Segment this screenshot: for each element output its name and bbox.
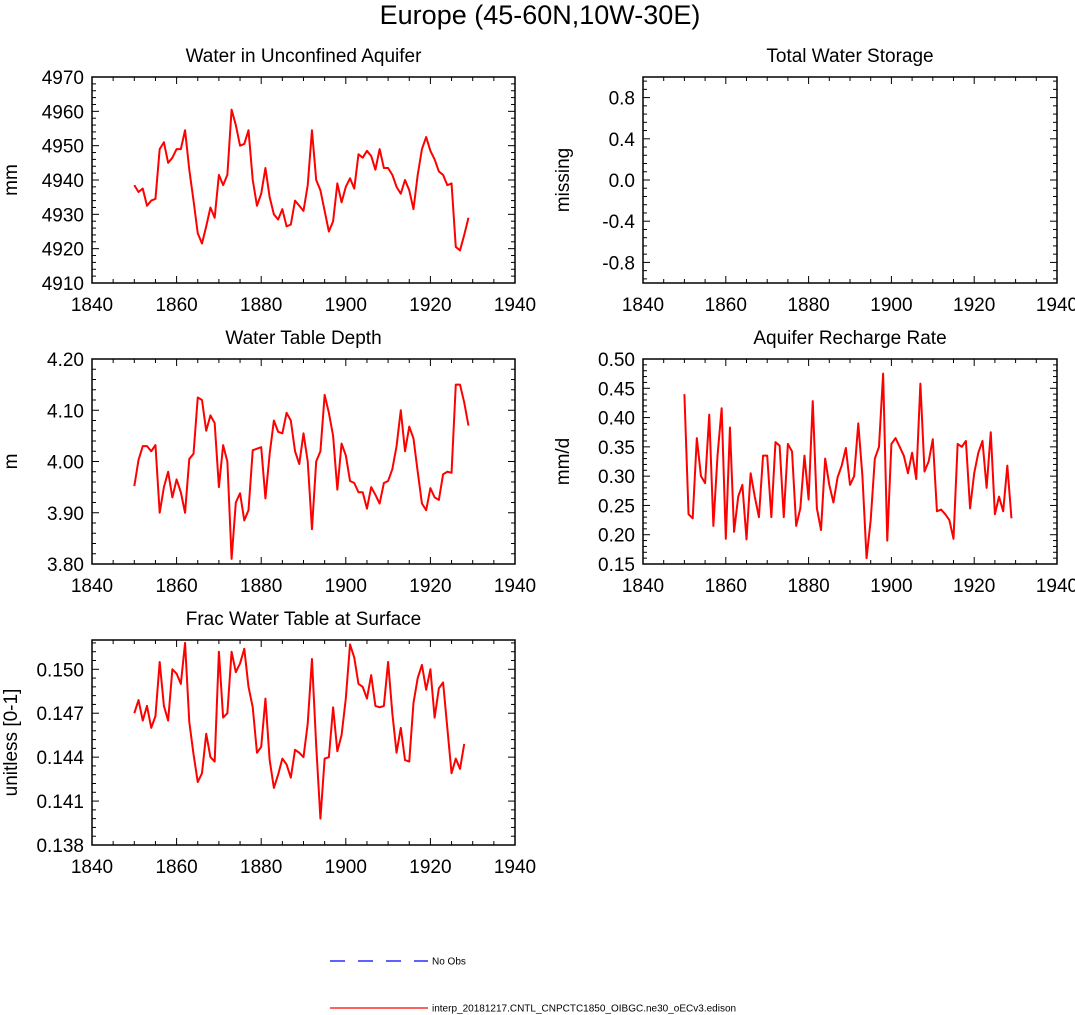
legend-entry-no-obs: No Obs bbox=[330, 957, 466, 968]
x-tick-label: 1940 bbox=[494, 857, 536, 878]
y-tick-label: 4930 bbox=[42, 205, 84, 226]
legend-entry-model: interp_20181217.CNTL_CNPCTC1850_OIBGC.ne… bbox=[330, 1004, 736, 1015]
x-tick-label: 1860 bbox=[155, 857, 197, 878]
x-tick-label: 1880 bbox=[240, 857, 282, 878]
panel-5-series-line bbox=[133, 641, 466, 820]
y-tick-label: 3.90 bbox=[47, 504, 84, 525]
y-tick-label: 4910 bbox=[42, 274, 84, 295]
x-tick-label: 1900 bbox=[870, 295, 912, 316]
y-tick-label: 4.20 bbox=[47, 350, 84, 371]
panel-3-title: Water Table Depth bbox=[225, 328, 381, 349]
panel-4-title: Aquifer Recharge Rate bbox=[753, 328, 946, 349]
legend: No Obs interp_20181217.CNTL_CNPCTC1850_O… bbox=[330, 957, 736, 1015]
y-tick-label: 0.30 bbox=[598, 467, 635, 488]
panel-1-title: Water in Unconfined Aquifer bbox=[186, 46, 423, 67]
y-tick-label: 3.80 bbox=[47, 555, 84, 576]
y-tick-label: 0.4 bbox=[609, 130, 636, 151]
y-tick-label: 0.25 bbox=[598, 496, 635, 517]
x-tick-label: 1900 bbox=[325, 576, 367, 597]
x-tick-label: 1900 bbox=[325, 857, 367, 878]
y-tick-label: 4940 bbox=[42, 171, 84, 192]
panel-1-frame bbox=[91, 76, 516, 284]
x-tick-label: 1920 bbox=[953, 576, 995, 597]
y-tick-label: 0.40 bbox=[598, 409, 635, 430]
y-tick-label: 0.35 bbox=[598, 438, 635, 459]
panel-1: Water in Unconfined Aquifer 1840 1860 1880 1… bbox=[1, 46, 536, 316]
y-tick-label: 0.138 bbox=[36, 836, 84, 857]
y-tick-label: -0.8 bbox=[602, 253, 635, 274]
y-tick-label: 0.0 bbox=[609, 171, 635, 192]
x-tick-label: 1940 bbox=[1036, 576, 1075, 597]
x-tick-label: 1920 bbox=[953, 295, 995, 316]
y-tick-label: 0.144 bbox=[36, 748, 84, 769]
x-tick-label: 1880 bbox=[787, 295, 829, 316]
panel-1-series-line bbox=[133, 108, 470, 252]
y-tick-label: 0.15 bbox=[598, 555, 635, 576]
y-tick-label: 0.8 bbox=[609, 89, 635, 110]
y-tick-label: 4970 bbox=[42, 68, 84, 89]
x-tick-label: 1840 bbox=[71, 576, 113, 597]
x-tick-label: 1940 bbox=[494, 576, 536, 597]
panel-2-title: Total Water Storage bbox=[766, 46, 933, 67]
x-tick-label: 1840 bbox=[622, 295, 664, 316]
panels: Water in Unconfined Aquifer 1840 1860 1880 1… bbox=[1, 46, 1075, 878]
x-tick-label: 1860 bbox=[705, 295, 747, 316]
x-tick-label: 1880 bbox=[787, 576, 829, 597]
x-tick-label: 1900 bbox=[870, 576, 912, 597]
panel-3: Water Table Depth 1840 1860 1880 1900 1920 194… bbox=[1, 328, 536, 597]
x-tick-label: 1860 bbox=[155, 576, 197, 597]
x-tick-label: 1940 bbox=[494, 295, 536, 316]
y-tick-label: 4950 bbox=[42, 137, 84, 158]
panel-3-ylabel: m bbox=[1, 454, 22, 470]
x-tick-label: 1840 bbox=[71, 857, 113, 878]
panel-5: Frac Water Table at Surface 1840 1860 1880 1… bbox=[1, 609, 536, 878]
panel-4-series-line bbox=[683, 372, 1013, 560]
legend-label-model: interp_20181217.CNTL_CNPCTC1850_OIBGC.ne… bbox=[432, 1004, 736, 1015]
y-tick-label: 4960 bbox=[42, 102, 84, 123]
panel-5-frame bbox=[91, 639, 516, 846]
panel-2-frame bbox=[642, 76, 1058, 284]
legend-label-no-obs: No Obs bbox=[432, 957, 466, 968]
x-tick-label: 1860 bbox=[705, 576, 747, 597]
panel-2: Total Water Storage 1840 1860 1880 1900 1920 1… bbox=[553, 46, 1075, 316]
panel-4-ylabel: mm/d bbox=[553, 438, 574, 486]
y-tick-label: 0.150 bbox=[36, 660, 84, 681]
x-tick-label: 1920 bbox=[409, 295, 451, 316]
y-tick-label: 4920 bbox=[42, 240, 84, 261]
x-tick-label: 1860 bbox=[155, 295, 197, 316]
panel-3-series-line bbox=[133, 383, 470, 560]
x-tick-label: 1920 bbox=[409, 576, 451, 597]
panel-4-frame bbox=[642, 358, 1058, 565]
y-tick-label: 0.147 bbox=[36, 704, 84, 725]
y-tick-label: 0.20 bbox=[598, 526, 635, 547]
panel-1-ylabel: mm bbox=[1, 164, 22, 196]
panel-5-title: Frac Water Table at Surface bbox=[186, 609, 422, 630]
y-tick-label: 4.00 bbox=[47, 453, 84, 474]
y-tick-label: 0.45 bbox=[598, 379, 635, 400]
panel-5-ylabel: unitless [0-1] bbox=[1, 689, 22, 797]
x-tick-label: 1940 bbox=[1036, 295, 1075, 316]
x-tick-label: 1880 bbox=[240, 576, 282, 597]
x-tick-label: 1840 bbox=[71, 295, 113, 316]
y-tick-label: -0.4 bbox=[602, 212, 635, 233]
panel-2-ylabel: missing bbox=[553, 148, 574, 212]
x-tick-label: 1840 bbox=[622, 576, 664, 597]
x-tick-label: 1900 bbox=[325, 295, 367, 316]
y-tick-label: 0.50 bbox=[598, 350, 635, 371]
x-tick-label: 1880 bbox=[240, 295, 282, 316]
panel-4: Aquifer Recharge Rate 1840 1860 1880 1900 192… bbox=[553, 328, 1075, 597]
y-tick-label: 0.141 bbox=[36, 792, 84, 813]
y-tick-label: 4.10 bbox=[47, 401, 84, 422]
x-tick-label: 1920 bbox=[409, 857, 451, 878]
figure-title: Europe (45-60N,10W-30E) bbox=[380, 0, 701, 30]
